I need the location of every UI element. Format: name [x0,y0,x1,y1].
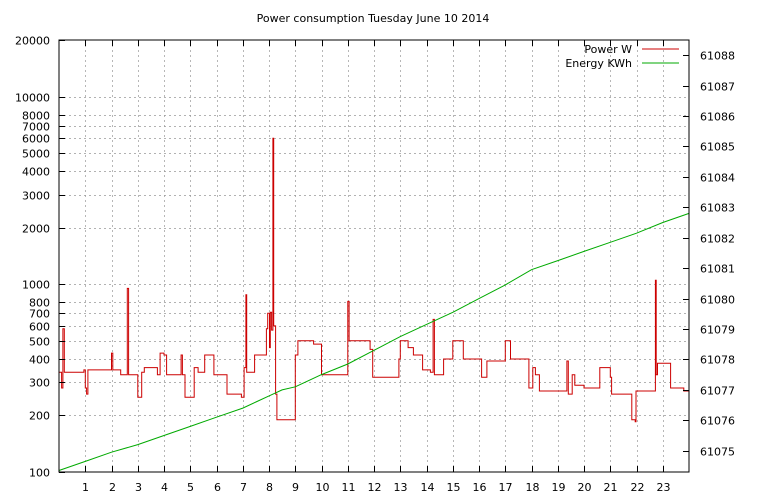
x-tick-label: 9 [292,481,299,494]
x-tick-label: 4 [161,481,168,494]
y-tick-label: 6000 [22,133,50,146]
axis-ticks: 1 2 3 4 5 6 7 8 9 10 11 12 13 14 15 16 17 18 19 20 21 22 23100… [15,35,735,495]
y-tick-label: 8000 [22,110,50,123]
y2-tick-label: 61078 [700,354,735,367]
x-tick-label: 2 [109,481,116,494]
y-tick-label: 7000 [22,121,50,134]
y-tick-label: 100 [29,467,50,480]
y-tick-label: 3000 [22,190,50,203]
x-tick-label: 23 [657,481,671,494]
x-tick-label: 20 [578,481,592,494]
series-layer [58,137,690,471]
y-tick-label: 600 [29,321,50,334]
x-tick-label: 3 [135,481,142,494]
y-tick-label: 200 [29,410,50,423]
x-tick-label: 1 [82,481,89,494]
energy-series-line [58,212,690,471]
x-tick-label: 10 [316,481,330,494]
y-tick-label: 800 [29,297,50,310]
y2-tick-label: 61079 [700,324,735,337]
x-tick-label: 16 [473,481,487,494]
y-tick-label: 2000 [22,223,50,236]
y-tick-label: 20000 [15,35,50,48]
y2-tick-label: 61087 [700,81,735,94]
x-tick-label: 11 [342,481,356,494]
y2-tick-label: 61080 [700,294,735,307]
y2-tick-label: 61076 [700,415,735,428]
y2-tick-label: 61081 [700,263,735,276]
x-tick-label: 15 [447,481,461,494]
legend: Power W Energy KWh [565,43,679,70]
x-tick-label: 6 [214,481,221,494]
power-series-line [59,137,690,423]
x-tick-label: 22 [631,481,645,494]
y2-tick-label: 61085 [700,141,735,154]
x-tick-label: 7 [240,481,247,494]
y2-tick-label: 61086 [700,111,735,124]
legend-label-power: Power W [584,43,632,56]
y-tick-label: 10000 [15,92,50,105]
x-tick-label: 18 [526,481,540,494]
x-tick-label: 8 [266,481,273,494]
y2-tick-label: 61088 [700,50,735,63]
x-tick-label: 17 [499,481,513,494]
x-tick-label: 14 [421,481,435,494]
y-tick-label: 300 [29,377,50,390]
chart-title: Power consumption Tuesday June 10 2014 [257,12,490,25]
y-tick-label: 1000 [22,279,50,292]
y2-tick-label: 61082 [700,233,735,246]
y-tick-label: 400 [29,354,50,367]
x-tick-label: 21 [604,481,618,494]
x-tick-label: 5 [187,481,194,494]
y-tick-label: 500 [29,336,50,349]
y2-tick-label: 61083 [700,202,735,215]
legend-label-energy: Energy KWh [565,57,632,70]
y-tick-label: 4000 [22,166,50,179]
x-tick-label: 12 [368,481,382,494]
y-tick-label: 5000 [22,148,50,161]
x-tick-label: 19 [552,481,566,494]
x-tick-label: 13 [394,481,408,494]
y2-tick-label: 61077 [700,385,735,398]
grid [59,40,689,472]
y-tick-label: 700 [29,308,50,321]
y2-tick-label: 61084 [700,172,735,185]
y2-tick-label: 61075 [700,446,735,459]
